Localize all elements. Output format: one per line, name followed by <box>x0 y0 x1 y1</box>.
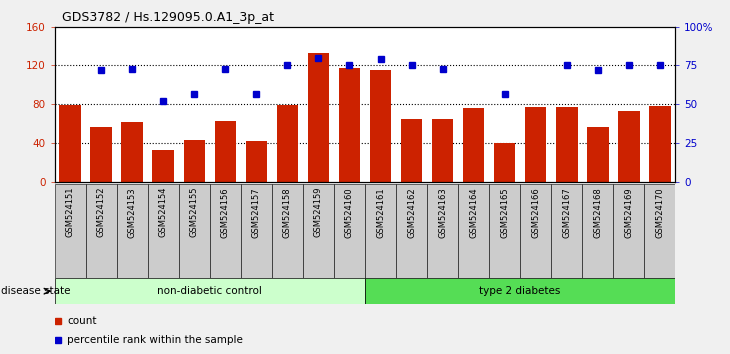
Bar <box>245 141 267 182</box>
Text: disease state: disease state <box>1 286 70 296</box>
Bar <box>117 184 147 278</box>
Text: non-diabetic control: non-diabetic control <box>158 286 262 296</box>
Bar <box>55 278 365 304</box>
Text: GSM524158: GSM524158 <box>283 187 292 238</box>
Bar <box>489 184 520 278</box>
Bar <box>339 68 361 182</box>
Bar <box>365 278 675 304</box>
Text: GSM524166: GSM524166 <box>531 187 540 238</box>
Text: GSM524167: GSM524167 <box>562 187 571 238</box>
Text: GSM524157: GSM524157 <box>252 187 261 238</box>
Bar <box>618 111 639 182</box>
Bar <box>147 184 179 278</box>
Bar <box>334 184 365 278</box>
Bar <box>210 184 241 278</box>
Text: GSM524152: GSM524152 <box>97 187 106 238</box>
Text: GSM524159: GSM524159 <box>314 187 323 238</box>
Bar <box>396 184 427 278</box>
Bar <box>369 70 391 182</box>
Bar <box>215 121 237 182</box>
Bar <box>91 127 112 182</box>
Bar <box>613 184 645 278</box>
Text: GSM524151: GSM524151 <box>66 187 74 238</box>
Text: GSM524154: GSM524154 <box>159 187 168 238</box>
Bar <box>55 184 86 278</box>
Bar <box>153 150 174 182</box>
Bar <box>587 127 609 182</box>
Bar <box>463 108 485 182</box>
Bar <box>649 106 671 182</box>
Bar <box>520 184 551 278</box>
Text: GSM524160: GSM524160 <box>345 187 354 238</box>
Bar <box>277 105 299 182</box>
Text: GSM524162: GSM524162 <box>407 187 416 238</box>
Text: GSM524164: GSM524164 <box>469 187 478 238</box>
Bar <box>525 107 547 182</box>
Bar <box>241 184 272 278</box>
Text: percentile rank within the sample: percentile rank within the sample <box>67 335 243 345</box>
Text: GSM524163: GSM524163 <box>438 187 447 238</box>
Bar <box>86 184 117 278</box>
Text: GSM524161: GSM524161 <box>376 187 385 238</box>
Bar <box>183 141 205 182</box>
Bar <box>303 184 334 278</box>
Bar <box>307 53 329 182</box>
Bar <box>401 119 423 182</box>
Text: GSM524156: GSM524156 <box>221 187 230 238</box>
Bar <box>59 105 81 182</box>
Text: GSM524170: GSM524170 <box>656 187 664 238</box>
Text: GDS3782 / Hs.129095.0.A1_3p_at: GDS3782 / Hs.129095.0.A1_3p_at <box>62 11 274 24</box>
Bar <box>458 184 489 278</box>
Text: GSM524168: GSM524168 <box>593 187 602 238</box>
Bar <box>121 122 143 182</box>
Text: GSM524165: GSM524165 <box>500 187 509 238</box>
Bar <box>493 143 515 182</box>
Bar <box>431 119 453 182</box>
Bar <box>583 184 613 278</box>
Text: GSM524153: GSM524153 <box>128 187 137 238</box>
Bar <box>556 107 577 182</box>
Bar <box>551 184 583 278</box>
Bar <box>272 184 303 278</box>
Text: type 2 diabetes: type 2 diabetes <box>480 286 561 296</box>
Bar <box>179 184 210 278</box>
Bar <box>365 184 396 278</box>
Bar <box>427 184 458 278</box>
Bar <box>645 184 675 278</box>
Text: GSM524155: GSM524155 <box>190 187 199 238</box>
Text: GSM524169: GSM524169 <box>624 187 633 238</box>
Text: count: count <box>67 316 96 326</box>
